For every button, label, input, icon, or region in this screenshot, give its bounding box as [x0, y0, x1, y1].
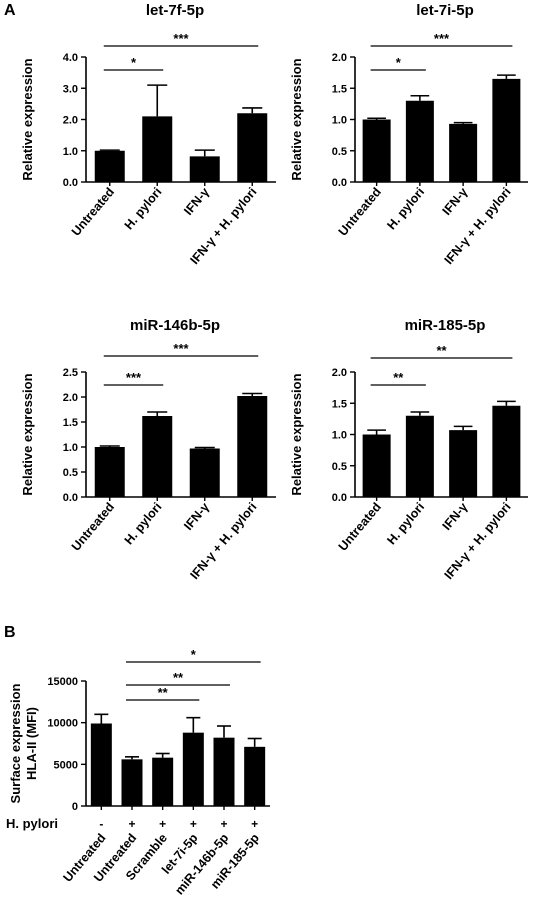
y-axis-label: Relative expression	[289, 373, 304, 495]
y-axis-label: Surface expressionHLA-II (MFI)	[8, 683, 39, 803]
bar	[142, 116, 173, 182]
significance-label: **	[158, 685, 169, 700]
panel-label-a: A	[4, 2, 16, 19]
y-axis-label: Relative expression	[289, 58, 304, 180]
x-tick-label: H. pylori	[384, 500, 427, 547]
y-axis-label-line: Surface expression	[8, 683, 23, 803]
y-tick-label: 0.0	[63, 492, 78, 504]
y-tick-label: 2.0	[63, 392, 78, 404]
x-tick-label: H. pylori	[122, 500, 165, 547]
y-tick-label: 0.5	[332, 146, 347, 158]
y-tick-label: 2.0	[332, 367, 347, 379]
h-pylori-sign: +	[220, 817, 227, 831]
y-tick-label: 1.0	[332, 115, 347, 127]
h-pylori-sign: +	[159, 817, 166, 831]
y-tick-label: 0.0	[332, 177, 347, 189]
bar	[492, 78, 521, 182]
y-tick-label: 0	[72, 801, 78, 813]
bar	[449, 123, 478, 182]
significance-label: *	[396, 55, 402, 70]
x-tick-label: IFN-γ	[181, 500, 212, 533]
bar	[405, 100, 434, 182]
y-tick-label: 2.5	[63, 367, 78, 379]
bar	[94, 447, 125, 497]
bar	[405, 415, 434, 497]
chart-4: miR-185-5p Relative expression 0.0 0.5 1.0 1.…	[289, 317, 528, 582]
y-tick-label: 2.0	[332, 52, 347, 64]
y-tick-label: 4.0	[63, 52, 78, 64]
chart-title: let-7f-5p	[146, 2, 204, 19]
bar	[90, 723, 112, 806]
bar	[121, 759, 143, 806]
y-tick-label: 1.0	[332, 430, 347, 442]
y-tick-label: 1.5	[332, 83, 347, 95]
y-tick-label: 1.5	[332, 398, 347, 410]
y-tick-label: 0.0	[63, 177, 78, 189]
x-tick-label: IFN-γ	[440, 500, 471, 533]
bar	[244, 746, 266, 806]
y-tick-label: 0.5	[63, 467, 78, 479]
bar	[449, 430, 478, 497]
y-tick-label: 2.0	[63, 115, 78, 127]
chart-title: let-7i-5p	[416, 2, 474, 19]
x-tick-label: IFN-γ	[440, 185, 471, 218]
x-tick-label: H. pylori	[122, 185, 165, 232]
h-pylori-sign: +	[190, 817, 197, 831]
significance-label: *	[131, 55, 137, 70]
significance-label: **	[436, 343, 447, 358]
x-tick-label: Untreated	[336, 185, 384, 239]
significance-label: ***	[434, 31, 450, 46]
y-tick-label: 1.0	[63, 146, 78, 158]
y-tick-label: 1.0	[63, 442, 78, 454]
h-pylori-sign: +	[128, 817, 135, 831]
y-tick-label: 10000	[47, 718, 78, 730]
y-axis-label: Relative expression	[20, 373, 35, 495]
x-tick-label: Untreated	[69, 185, 117, 239]
chart-2: let-7i-5p Relative expression 0.0 0.5 1.0 1.5…	[289, 2, 528, 267]
y-tick-label: 15000	[47, 676, 78, 688]
significance-label: **	[173, 670, 184, 685]
x-tick-label: H. pylori	[384, 185, 427, 232]
chart-title: miR-185-5p	[405, 317, 486, 334]
bar	[152, 757, 174, 806]
h-pylori-sign: +	[251, 817, 258, 831]
y-tick-label: 0.5	[332, 461, 347, 473]
x-tick-label: IFN-γ	[181, 185, 212, 218]
y-tick-label: 5000	[54, 759, 78, 771]
y-axis-label: Relative expression	[20, 58, 35, 180]
x-tick-label: Untreated	[336, 500, 384, 554]
significance-label: ***	[173, 341, 189, 356]
y-tick-label: 3.0	[63, 83, 78, 95]
significance-label: ***	[126, 370, 142, 385]
h-pylori-sign: -	[99, 817, 103, 831]
bar	[189, 156, 220, 182]
bar	[182, 732, 204, 806]
bar	[362, 119, 391, 182]
chart-1: let-7f-5p Relative expression 0.0 1.0 2.0 3.0…	[20, 2, 276, 267]
y-tick-label: 1.5	[63, 417, 78, 429]
significance-label: **	[393, 370, 404, 385]
bar	[189, 448, 220, 497]
bar	[492, 405, 521, 497]
y-tick-label: 0.0	[332, 492, 347, 504]
bar	[142, 416, 173, 497]
significance-label: *	[191, 647, 197, 662]
x-tick-label: Untreated	[69, 500, 117, 554]
panel-label-b: B	[4, 624, 16, 641]
bar	[94, 150, 125, 182]
significance-label: ***	[173, 31, 189, 46]
chart-title: miR-146b-5p	[130, 317, 220, 334]
h-pylori-row-label: H. pylori	[6, 816, 58, 831]
chart-3: miR-146b-5p Relative expression 0.0 0.5 1.0 1…	[20, 317, 276, 582]
chart-5: Surface expressionHLA-II (MFI) 0 5000 10000…	[6, 647, 270, 897]
bar	[362, 434, 391, 497]
bar	[213, 737, 235, 806]
bar	[237, 113, 268, 182]
y-axis-label-line: HLA-II (MFI)	[24, 707, 39, 780]
bar	[237, 396, 268, 497]
